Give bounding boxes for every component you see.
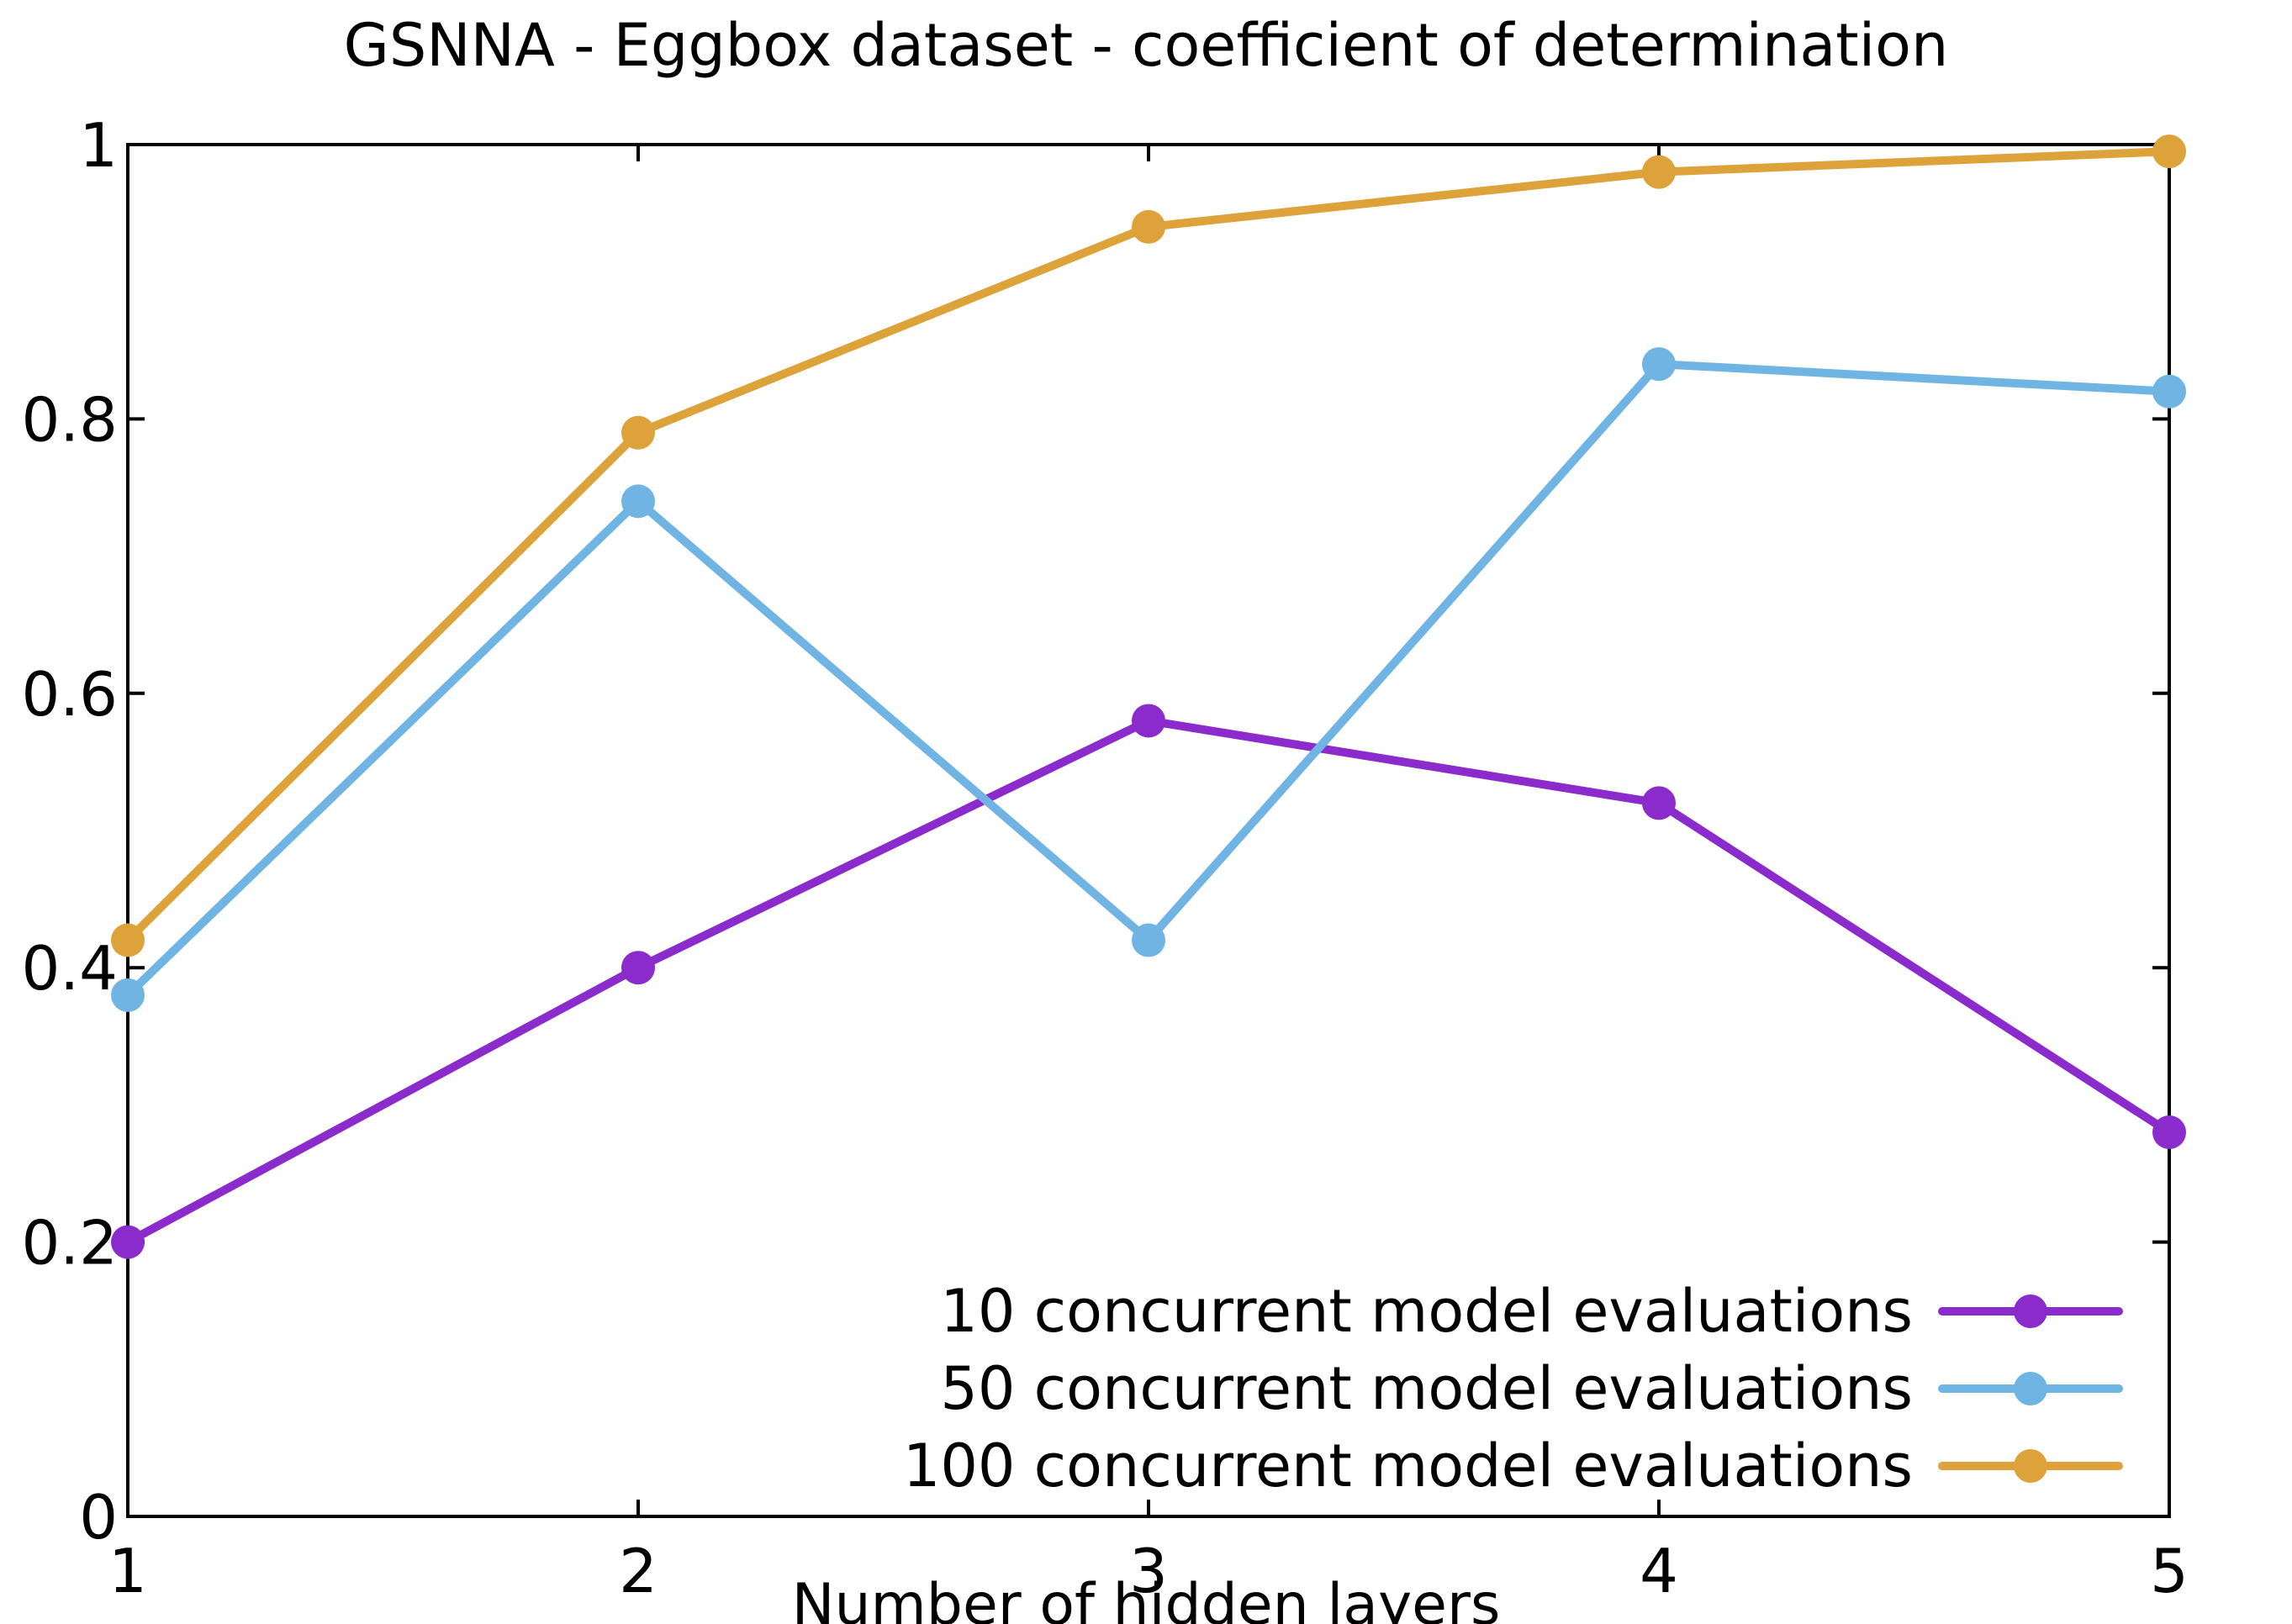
y-tick-label: 0.6 (21, 659, 118, 730)
y-tick-label: 1 (79, 110, 118, 181)
data-point (111, 1225, 145, 1259)
data-point (1642, 786, 1676, 820)
series-line-2 (124, 360, 2173, 999)
legend-label: 100 concurrent model evaluations (903, 1432, 1913, 1500)
x-tick-label: 3 (1129, 1536, 1168, 1606)
x-tick-label: 4 (1640, 1536, 1678, 1606)
data-point (111, 978, 145, 1012)
y-tick-label: 0 (79, 1482, 118, 1553)
data-point (1132, 923, 1165, 957)
data-point (621, 951, 655, 985)
data-point (2152, 134, 2186, 169)
series-line-3 (124, 147, 2173, 945)
x-tick-label: 1 (108, 1536, 147, 1606)
legend-marker (2014, 1449, 2047, 1483)
legend-marker (2014, 1294, 2047, 1328)
y-tick-label: 0.4 (21, 933, 118, 1004)
legend-marker (2014, 1372, 2047, 1405)
legend: 10 concurrent model evaluations 50 concur… (903, 1277, 2123, 1500)
legend-label: 50 concurrent model evaluations (940, 1354, 1913, 1423)
x-axis-label: Number of hidden layers (792, 1572, 1501, 1624)
data-point (111, 923, 145, 957)
data-point (1132, 209, 1165, 244)
plot-area: 0 0.2 0.4 0.6 0.8 1 1 2 3 4 5 (21, 110, 2188, 1606)
y-tick-label: 0.2 (21, 1208, 118, 1279)
data-point (621, 484, 655, 519)
data-point (2152, 374, 2186, 409)
x-tick-label: 2 (619, 1536, 657, 1606)
data-point (1642, 347, 1676, 382)
legend-label: 10 concurrent model evaluations (940, 1277, 1913, 1346)
series-line-1 (124, 716, 2173, 1247)
data-point (1132, 704, 1165, 738)
data-point (621, 415, 655, 450)
y-tick-label: 0.8 (21, 384, 118, 455)
x-tick-label: 5 (2150, 1536, 2189, 1606)
data-point (2152, 1115, 2186, 1150)
chart-title: GSNNA - Eggbox dataset - coefficient of … (344, 11, 1949, 80)
data-point (1642, 155, 1676, 189)
